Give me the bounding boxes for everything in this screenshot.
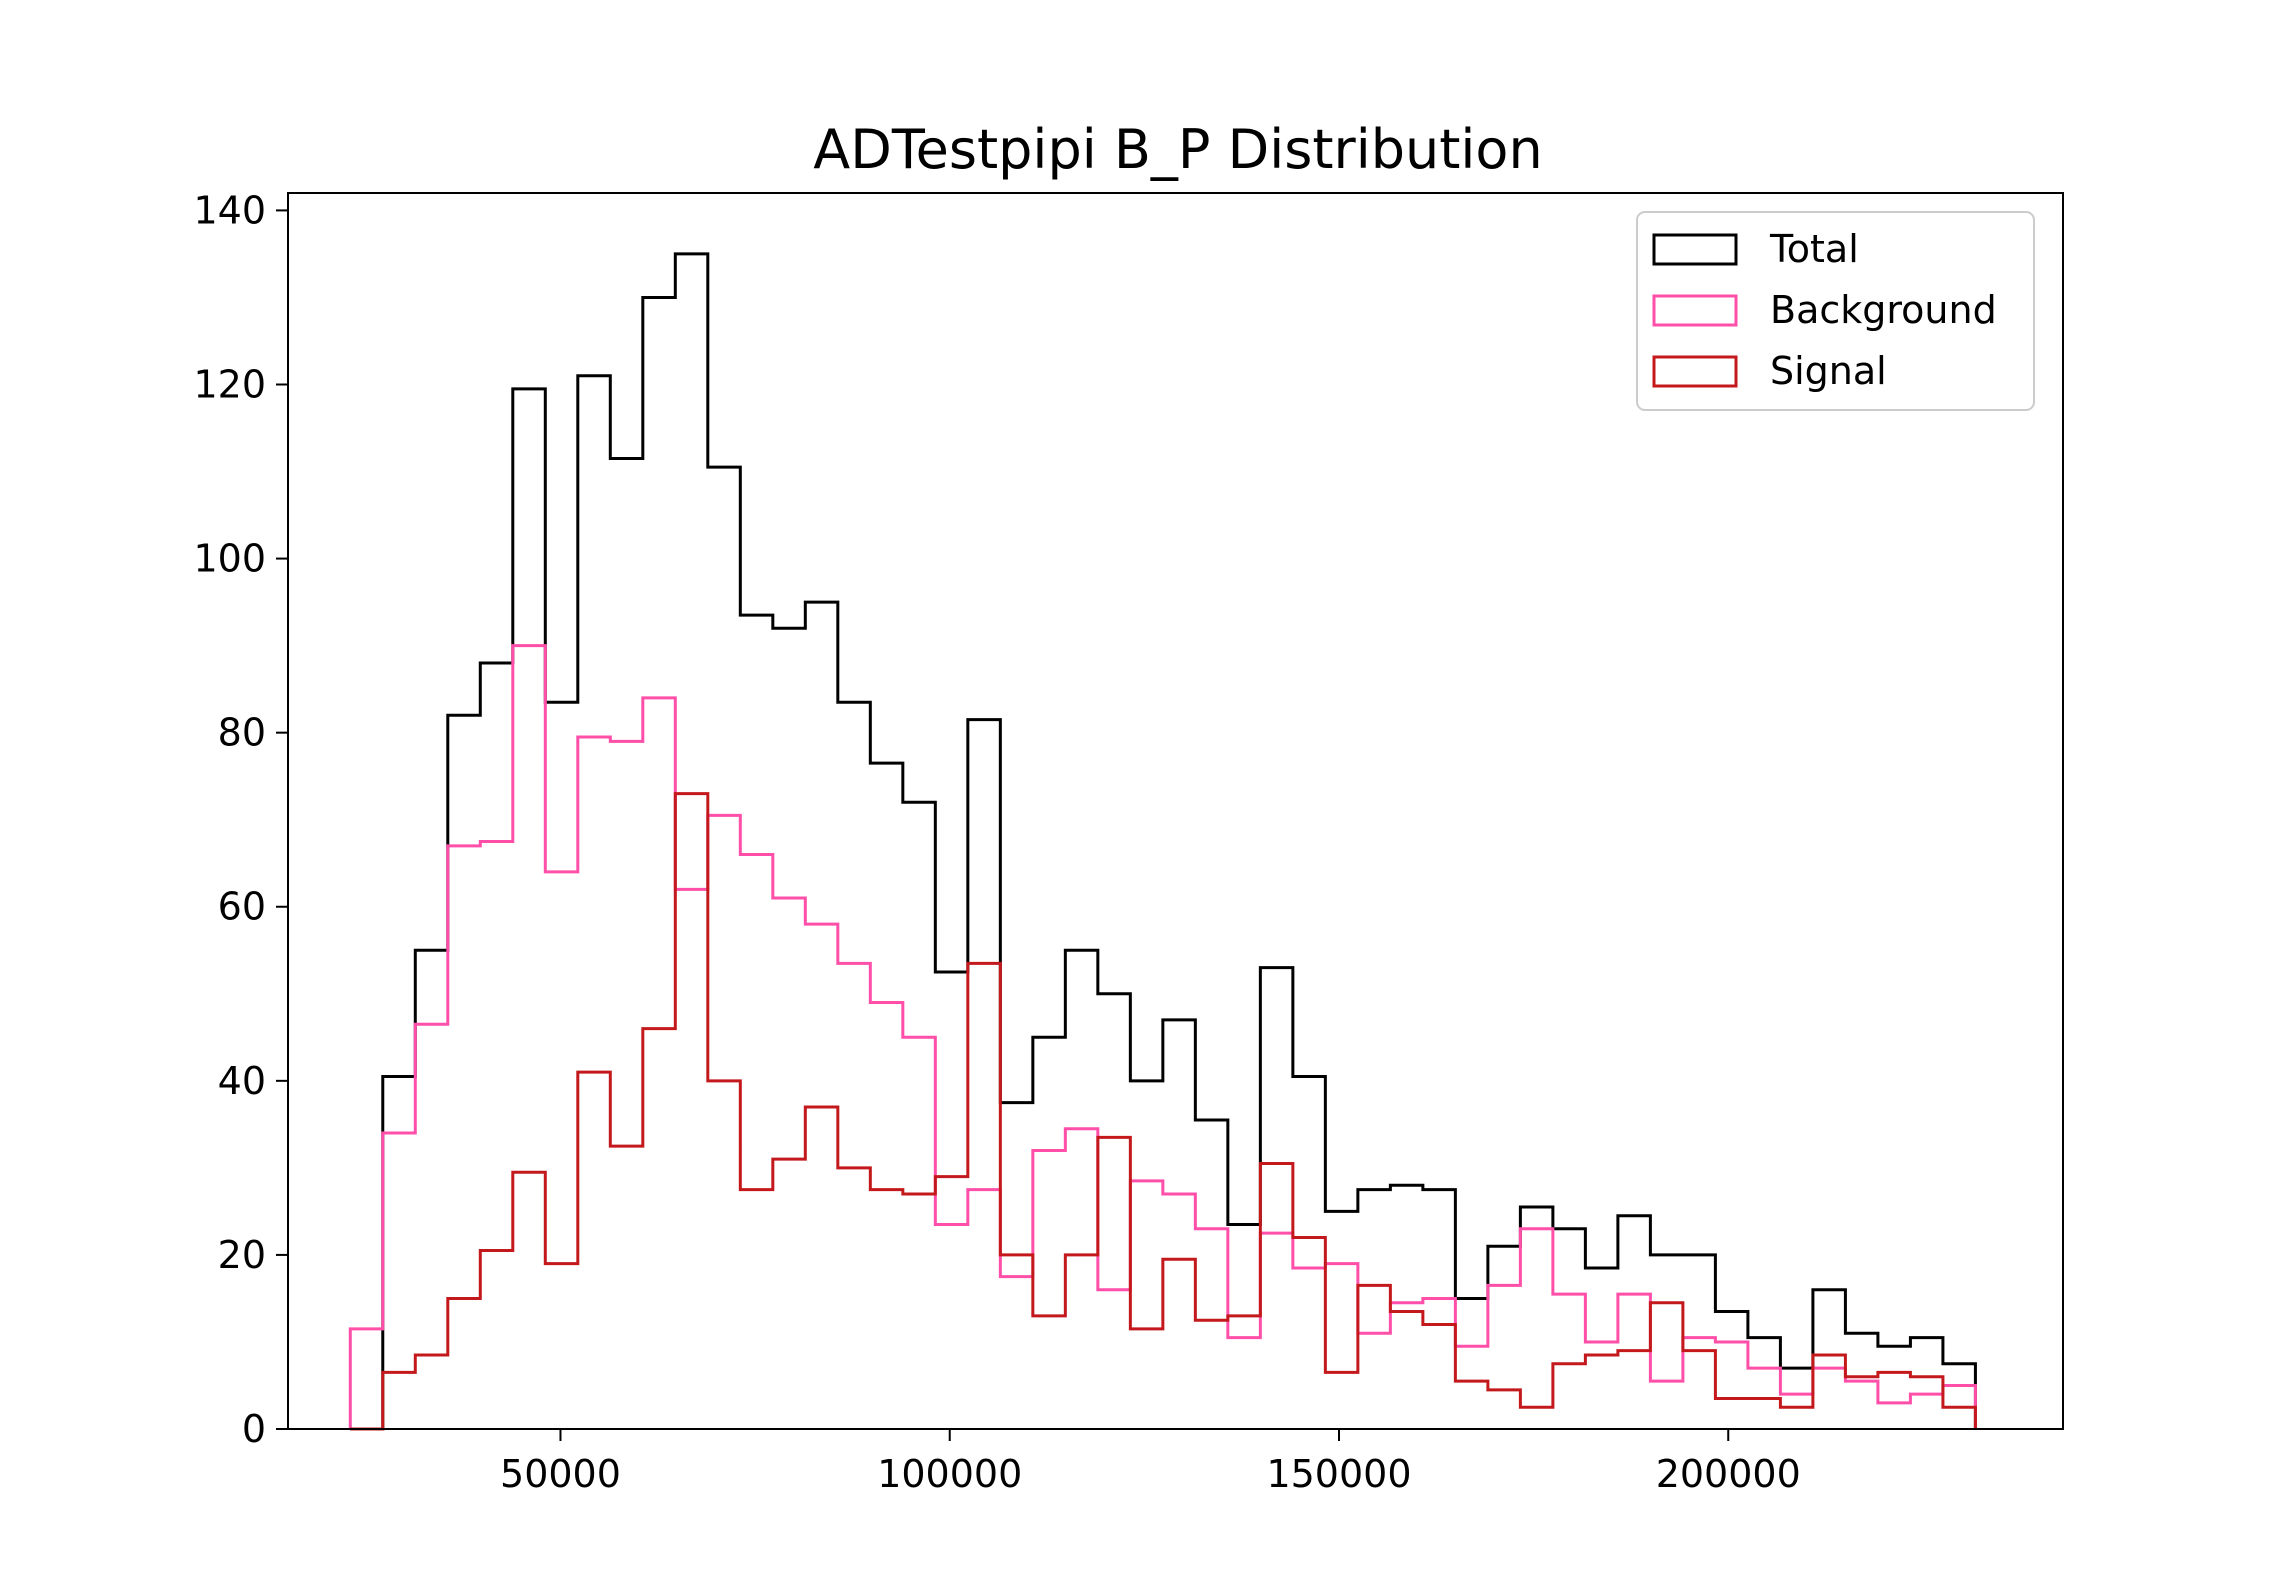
legend-swatch-background bbox=[1652, 294, 1738, 327]
series-line-signal bbox=[350, 792, 1977, 1431]
series-line-total bbox=[350, 252, 1977, 1431]
x-tick-label: 100000 bbox=[877, 1452, 1022, 1496]
legend-label-signal: Signal bbox=[1770, 349, 1887, 393]
y-tick-label: 80 bbox=[218, 711, 266, 755]
legend: Total Background Signal bbox=[1636, 211, 2035, 411]
y-tick-label: 120 bbox=[193, 362, 266, 406]
x-tick-label: 150000 bbox=[1266, 1452, 1411, 1496]
y-tick-label: 140 bbox=[193, 188, 266, 232]
legend-label-background: Background bbox=[1770, 288, 1997, 332]
legend-swatch-signal bbox=[1652, 355, 1738, 388]
chart-title: ADTestpipi B_P Distribution bbox=[813, 118, 1542, 181]
series-line-background bbox=[348, 644, 1977, 1429]
y-tick-label: 60 bbox=[218, 885, 266, 929]
y-tick-label: 40 bbox=[218, 1059, 266, 1103]
plot-frame bbox=[287, 192, 2064, 1430]
y-tick-label: 20 bbox=[218, 1233, 266, 1277]
axes-layer: 50000 100000 150000 200000 0 20 40 60 80 100 120 14… bbox=[193, 188, 2064, 1496]
y-tick-label: 100 bbox=[193, 537, 266, 581]
series-layer bbox=[348, 252, 1977, 1431]
x-tick-label: 200000 bbox=[1656, 1452, 1801, 1496]
legend-label-total: Total bbox=[1769, 227, 1859, 271]
x-tick-label: 50000 bbox=[500, 1452, 621, 1496]
legend-swatch-total bbox=[1652, 233, 1738, 266]
y-tick-label: 0 bbox=[242, 1407, 266, 1451]
